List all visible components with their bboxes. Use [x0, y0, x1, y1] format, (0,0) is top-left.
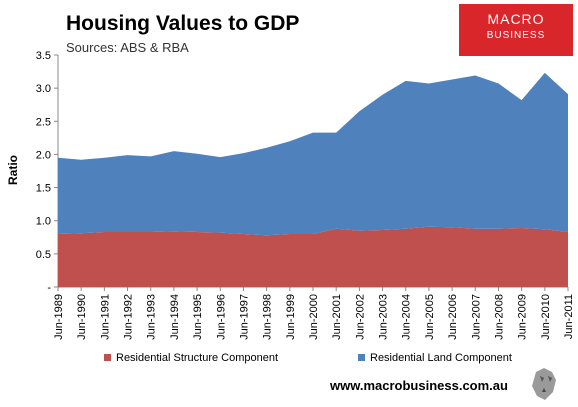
- x-tick-label: Jun-1991: [99, 294, 111, 340]
- x-tick-label: Jun-2010: [540, 294, 552, 340]
- y-tick-label: 2.5: [36, 116, 51, 128]
- x-tick-label: Jun-1989: [53, 294, 65, 340]
- y-tick-label: 3.5: [36, 50, 51, 62]
- x-tick-label: Jun-1994: [169, 294, 181, 340]
- x-tick-label: Jun-2005: [424, 294, 436, 340]
- x-tick-label: Jun-2007: [470, 294, 482, 340]
- legend-label-structure: Residential Structure Component: [116, 352, 278, 364]
- x-tick-label: Jun-1993: [146, 294, 158, 340]
- footer-url: www.macrobusiness.com.au: [329, 378, 508, 393]
- y-tick-label: 1.0: [36, 216, 51, 228]
- x-tick-label: Jun-2002: [354, 294, 366, 340]
- x-tick-label: Jun-2004: [401, 294, 413, 340]
- y-axis-label: Ratio: [6, 155, 20, 185]
- x-tick-label: Jun-1999: [285, 294, 297, 340]
- x-tick-label: Jun-1990: [76, 294, 88, 340]
- area-series-1: [58, 226, 568, 287]
- y-tick-label: 1.5: [36, 183, 51, 195]
- y-tick-label: 2.0: [36, 149, 51, 161]
- x-tick-label: Jun-2006: [447, 294, 459, 340]
- chart-title: Housing Values to GDP: [66, 12, 299, 35]
- x-axis-ticks: Jun-1989 Jun-1990 Jun-1991 Jun-1992 Jun-1993…: [53, 287, 575, 340]
- y-tick-label: 3.0: [36, 83, 51, 95]
- plot-areas: [58, 72, 568, 287]
- y-axis-ticks: - 0.5 1.0 1.5 2.0 2.5 3.0 3.5: [36, 50, 58, 294]
- x-tick-label: Jun-2003: [378, 294, 390, 340]
- x-tick-label: Jun-2001: [331, 294, 343, 340]
- x-tick-label: Jun-1996: [215, 294, 227, 340]
- x-tick-label: Jun-2000: [308, 294, 320, 340]
- x-tick-label: Jun-2008: [493, 294, 505, 340]
- logo-background: [459, 4, 573, 56]
- x-tick-label: Jun-2011: [563, 294, 575, 339]
- legend-label-land: Residential Land Component: [370, 352, 512, 364]
- x-tick-label: Jun-1992: [123, 294, 135, 340]
- area-series-2: [58, 72, 568, 236]
- logo-line1: MACRO: [487, 11, 544, 27]
- x-tick-label: Jun-1995: [192, 294, 204, 340]
- wolf-icon: [532, 368, 556, 400]
- x-tick-label: Jun-1998: [262, 294, 274, 340]
- legend-swatch-land: [358, 354, 365, 361]
- legend: Residential Structure Component Resident…: [104, 352, 512, 364]
- x-tick-label: Jun-2009: [517, 294, 529, 340]
- x-tick-label: Jun-1997: [238, 294, 250, 340]
- legend-swatch-structure: [104, 354, 111, 361]
- macrobusiness-logo: MACRO BUSINESS: [459, 4, 573, 56]
- chart-subtitle: Sources: ABS & RBA: [66, 40, 189, 55]
- y-tick-label: -: [47, 282, 51, 294]
- y-tick-label: 0.5: [36, 249, 51, 261]
- logo-line2: BUSINESS: [487, 30, 546, 41]
